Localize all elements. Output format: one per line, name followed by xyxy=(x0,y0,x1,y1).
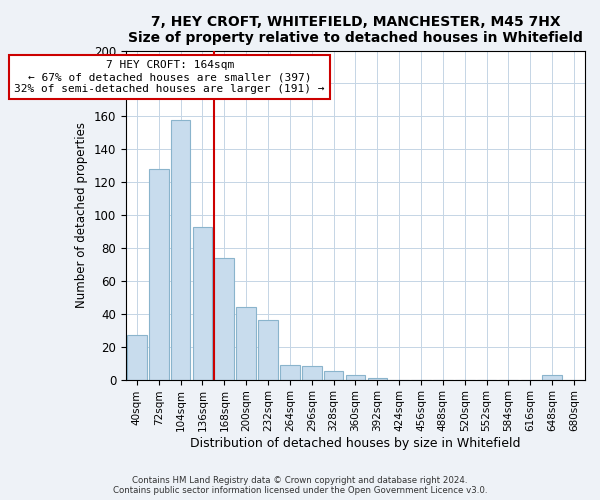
Bar xyxy=(171,120,190,380)
Bar xyxy=(149,169,169,380)
Text: Contains HM Land Registry data © Crown copyright and database right 2024.
Contai: Contains HM Land Registry data © Crown c… xyxy=(113,476,487,495)
Text: 7 HEY CROFT: 164sqm
← 67% of detached houses are smaller (397)
32% of semi-detac: 7 HEY CROFT: 164sqm ← 67% of detached ho… xyxy=(14,60,325,94)
Bar xyxy=(280,365,300,380)
Bar xyxy=(346,374,365,380)
Bar xyxy=(368,378,387,380)
Bar xyxy=(236,307,256,380)
Bar xyxy=(302,366,322,380)
Bar xyxy=(127,335,147,380)
Bar xyxy=(258,320,278,380)
Title: 7, HEY CROFT, WHITEFIELD, MANCHESTER, M45 7HX
Size of property relative to detac: 7, HEY CROFT, WHITEFIELD, MANCHESTER, M4… xyxy=(128,15,583,45)
Y-axis label: Number of detached properties: Number of detached properties xyxy=(76,122,88,308)
Bar xyxy=(542,374,562,380)
Bar xyxy=(324,372,343,380)
Bar xyxy=(193,226,212,380)
Bar xyxy=(214,258,234,380)
X-axis label: Distribution of detached houses by size in Whitefield: Distribution of detached houses by size … xyxy=(190,437,521,450)
